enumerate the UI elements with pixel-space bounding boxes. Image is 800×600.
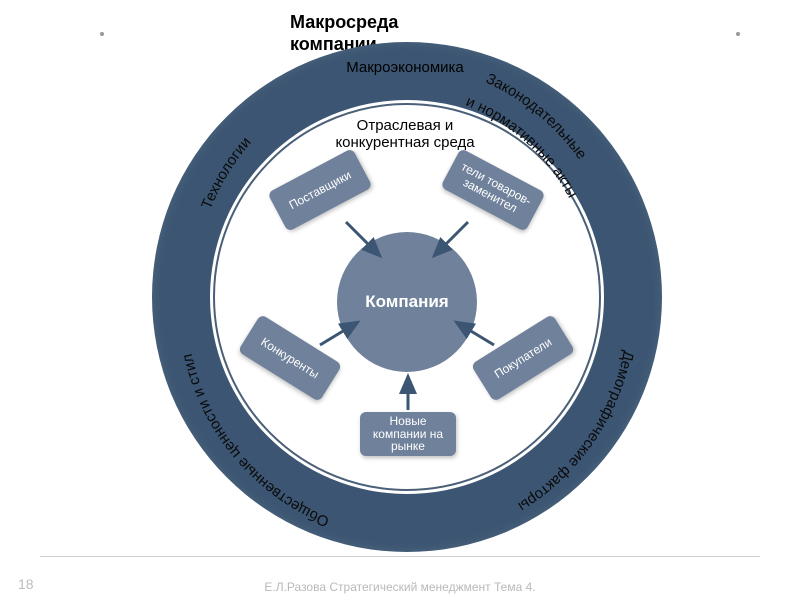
center-company-label: Компания <box>365 293 448 312</box>
diagram-root: Макросреда компании Макроэкономика Отрас… <box>0 0 800 600</box>
decorative-dot-tl <box>100 32 104 36</box>
subtitle-macroeconomics: Макроэкономика <box>345 60 465 77</box>
subtitle-industry-env: Отраслевая и конкурентная среда <box>320 118 490 151</box>
page-number: 18 <box>18 576 34 592</box>
center-company-circle: Компания <box>337 232 477 372</box>
footer-divider <box>40 556 760 557</box>
force-box-newcomers: Новые компании на рынке <box>360 412 456 456</box>
decorative-dot-tr <box>736 32 740 36</box>
footer-credit: Е.Л.Разова Стратегический менеджмент Тем… <box>250 580 550 594</box>
